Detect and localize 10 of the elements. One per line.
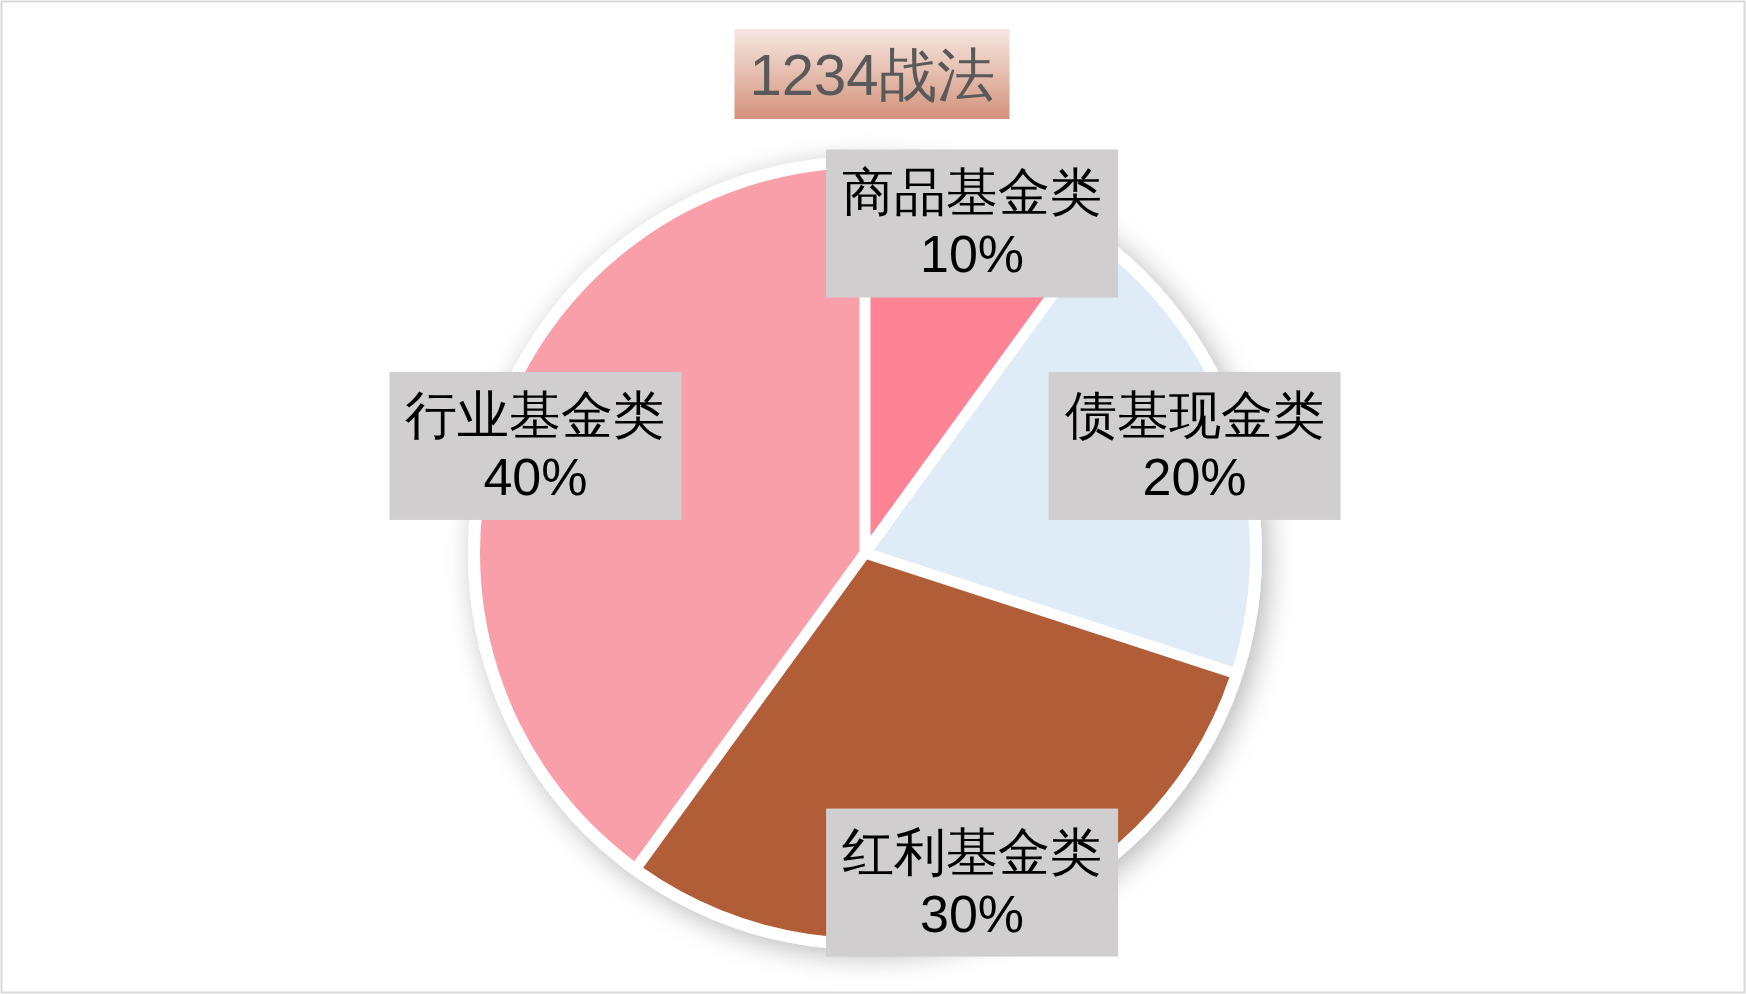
data-label: 10% (920, 225, 1025, 284)
slice-label: 债基现金类 (1064, 385, 1325, 444)
data-label: 20% (1142, 447, 1247, 506)
data-label: 30% (920, 884, 1025, 943)
slice-label: 商品基金类 (842, 163, 1103, 222)
slice-label: 行业基金类 (405, 385, 666, 444)
data-label: 40% (483, 447, 588, 506)
chart-title: 1234战法 (749, 41, 995, 107)
title: 1234战法 (734, 29, 1010, 119)
slice-label: 红利基金类 (842, 822, 1103, 881)
